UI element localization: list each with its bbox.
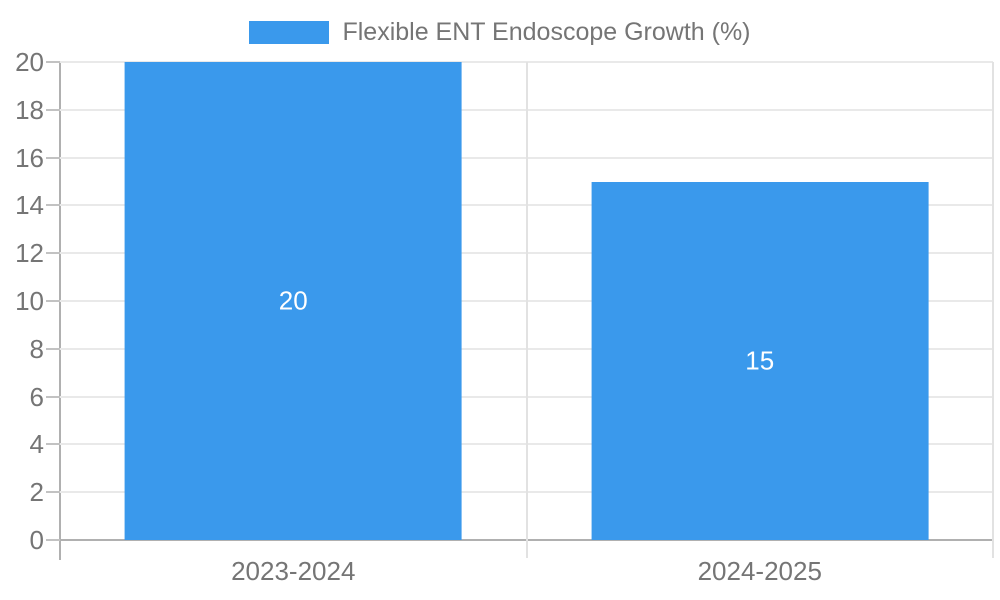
y-tick-label: 6: [29, 381, 44, 412]
bar-2024-2025: 15: [591, 181, 929, 540]
category-boundary-line: [992, 62, 994, 558]
y-axis-labels: 0 2 4 6 8 10 12 14 16 18 20: [0, 49, 44, 553]
category-boundary-line: [525, 62, 528, 558]
x-tick-label: 2023-2024: [231, 556, 356, 586]
bar-value-label: 20: [278, 285, 308, 316]
y-tick-label: 8: [29, 333, 44, 364]
y-tick-mark: [46, 539, 60, 541]
y-tick-mark: [46, 156, 60, 159]
plot-area: 20 15: [46, 61, 994, 560]
y-tick-mark: [46, 443, 60, 446]
y-tick-mark: [46, 491, 60, 494]
bar-value-label: 15: [745, 345, 775, 376]
y-tick-mark: [46, 347, 60, 350]
x-axis-labels: 2023-2024 2024-2025: [60, 556, 993, 590]
legend[interactable]: Flexible ENT Endoscope Growth (%): [0, 18, 1000, 47]
y-tick-label: 14: [15, 190, 44, 221]
y-tick-mark: [46, 395, 60, 398]
y-axis-line: [59, 62, 61, 560]
y-tick-mark: [46, 61, 60, 63]
y-tick-label: 0: [29, 525, 44, 555]
y-tick-mark: [46, 108, 60, 111]
y-tick-label: 2: [29, 477, 44, 508]
legend-swatch[interactable]: [249, 21, 330, 44]
y-tick-label: 4: [29, 429, 44, 460]
y-tick-label: 20: [15, 47, 44, 77]
y-tick-mark: [46, 300, 60, 302]
y-tick-label: 16: [15, 142, 44, 173]
y-tick-label: 10: [15, 286, 44, 316]
y-tick-mark: [46, 252, 60, 255]
y-tick-mark: [46, 204, 60, 207]
legend-label: Flexible ENT Endoscope Growth (%): [342, 18, 751, 46]
bar-2023-2024: 20: [124, 62, 462, 540]
x-tick-label: 2024-2025: [697, 556, 822, 586]
y-tick-label: 12: [15, 238, 44, 269]
y-tick-label: 18: [15, 94, 44, 125]
